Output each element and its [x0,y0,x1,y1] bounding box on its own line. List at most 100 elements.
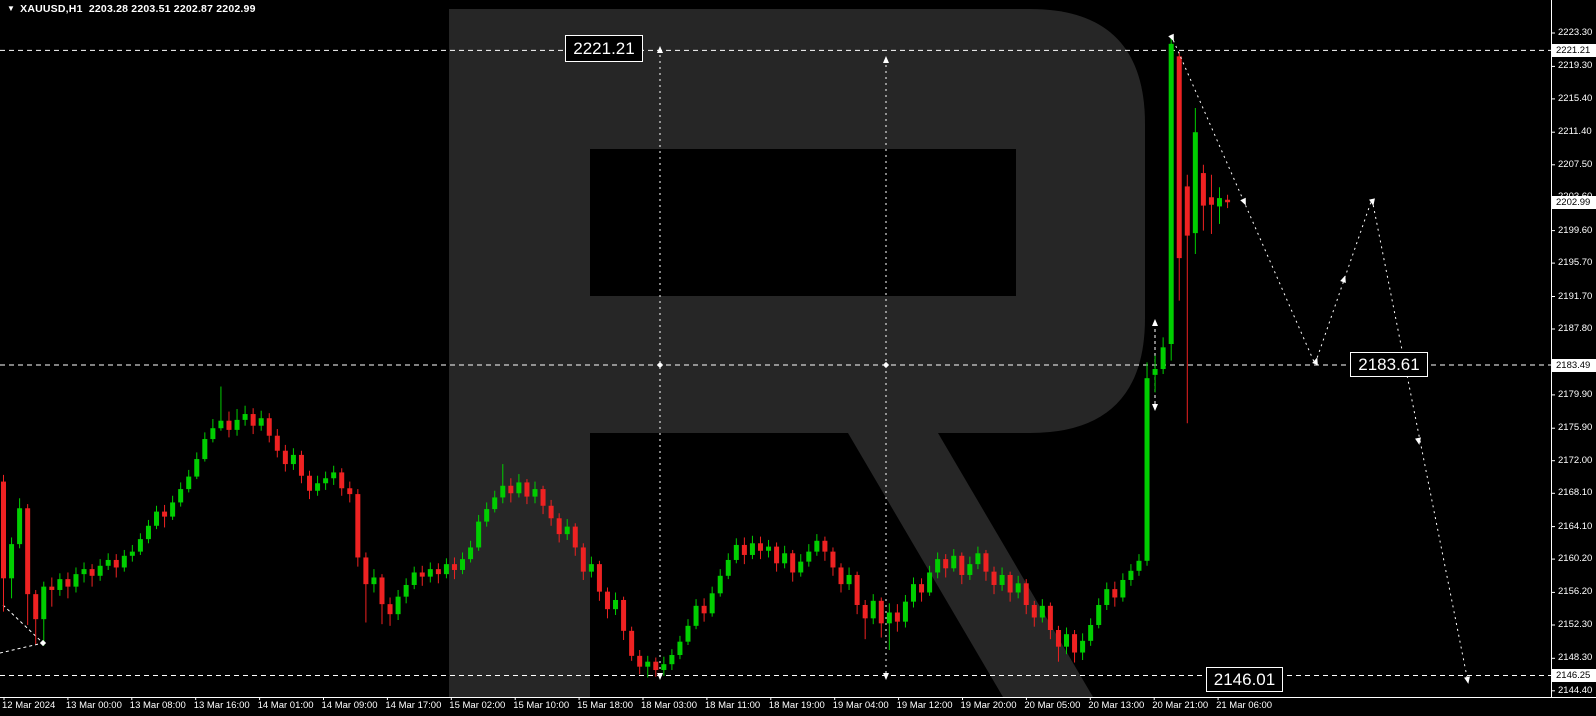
candle-body [1136,560,1142,571]
candle-body [121,555,127,568]
candle-body [596,564,602,592]
candle-body [89,569,95,576]
candle-body [1047,605,1053,631]
arrow-icon [1152,404,1158,411]
candle-body [564,526,570,535]
candle-body [604,591,610,610]
candle-body [919,584,925,593]
candle-body [806,551,812,562]
candle-body [363,557,369,585]
candle-body [379,577,385,605]
candle-body [129,551,135,556]
candle-body [588,564,594,572]
time-tick-label: 12 Mar 2024 [2,700,56,711]
candle-body [862,604,868,619]
candle-body [540,489,546,506]
candle-body [9,544,15,579]
candle-body [991,571,997,585]
candle-body [1225,199,1231,203]
price-level-label-box[interactable]: 2183.61 [1350,352,1428,377]
arrow-icon [657,46,663,53]
candle-body [1039,605,1045,618]
candle-body [339,472,345,489]
candle-body [178,489,184,503]
price-tick-label: 2148.30 [1558,652,1593,664]
candle-body [902,601,908,622]
time-tick-label: 14 Mar 09:00 [321,700,378,711]
candle-body [516,482,522,494]
watermark-logo [449,9,1145,697]
symbol-dropdown-icon[interactable]: ▼ [7,4,16,13]
price-tick-label: 2144.40 [1558,684,1593,696]
time-tick-label: 18 Mar 19:00 [768,700,825,711]
chart-title: ▼ XAUUSD,H1 2203.28 2203.51 2202.87 2202.… [7,3,256,15]
candle-body [81,569,87,575]
candle-body [556,518,562,535]
candle-body [371,577,377,585]
candle-body [210,428,216,440]
candle-body [25,508,31,595]
candle-body [1112,589,1118,598]
price-level-label-box[interactable]: 2221.21 [565,35,643,62]
candle-body [500,485,506,498]
candle-body [298,454,304,476]
candle-body [1168,43,1174,345]
price-tick-label: 2168.10 [1558,487,1593,499]
time-tick-label: 18 Mar 03:00 [641,700,697,711]
candle-body [790,553,796,573]
candle-body [331,472,337,479]
candle-body [725,559,731,576]
candle-body [113,559,119,568]
price-tick-label: 2160.20 [1558,553,1593,565]
candle-body [460,559,466,570]
candle-body [886,612,892,624]
price-tick-label: 2211.40 [1558,126,1592,138]
candle-body [403,584,409,597]
candle-body [427,569,433,577]
candle-body [999,574,1005,585]
candle-body [290,454,296,465]
candle-body [983,553,989,572]
candle-body [1023,583,1029,605]
candle-body [814,540,820,552]
candle-body [830,551,836,568]
candle-body [580,547,586,572]
candle-body [1184,186,1190,236]
candle-body [1007,574,1013,593]
candle-body [323,478,329,484]
candle-body [57,579,63,590]
arrow-icon [1369,198,1375,206]
candle-body [1217,198,1223,207]
candle-body [105,559,111,566]
arrow-icon [1415,437,1421,445]
candle-body [347,488,353,495]
candle-body [709,593,715,614]
time-tick-label: 14 Mar 17:00 [385,700,442,711]
candle-body [967,564,973,575]
arrow-icon [883,56,889,63]
candle-body [33,594,39,620]
candle-body [717,575,723,594]
price-tick-label: 2207.50 [1558,158,1593,170]
candle-body [854,574,860,605]
candle-body [572,526,578,548]
price-tick-label: 2219.30 [1558,60,1593,72]
candle-body [645,661,651,667]
candle-body [355,494,361,558]
arrow-icon [883,673,889,680]
candle-body [73,574,79,587]
candle-body [951,555,957,569]
cross-marker-icon [39,639,47,647]
price-tick-label: 2215.40 [1558,92,1593,104]
price-level-label-box[interactable]: 2146.01 [1206,667,1283,692]
candle-body [1160,347,1166,370]
candle-body [701,605,707,614]
candle-body [1192,132,1198,234]
candle-body [194,459,200,477]
candle-body [532,489,538,497]
time-tick-label: 13 Mar 16:00 [193,700,250,711]
candle-body [202,439,208,460]
candle-body [234,419,240,430]
